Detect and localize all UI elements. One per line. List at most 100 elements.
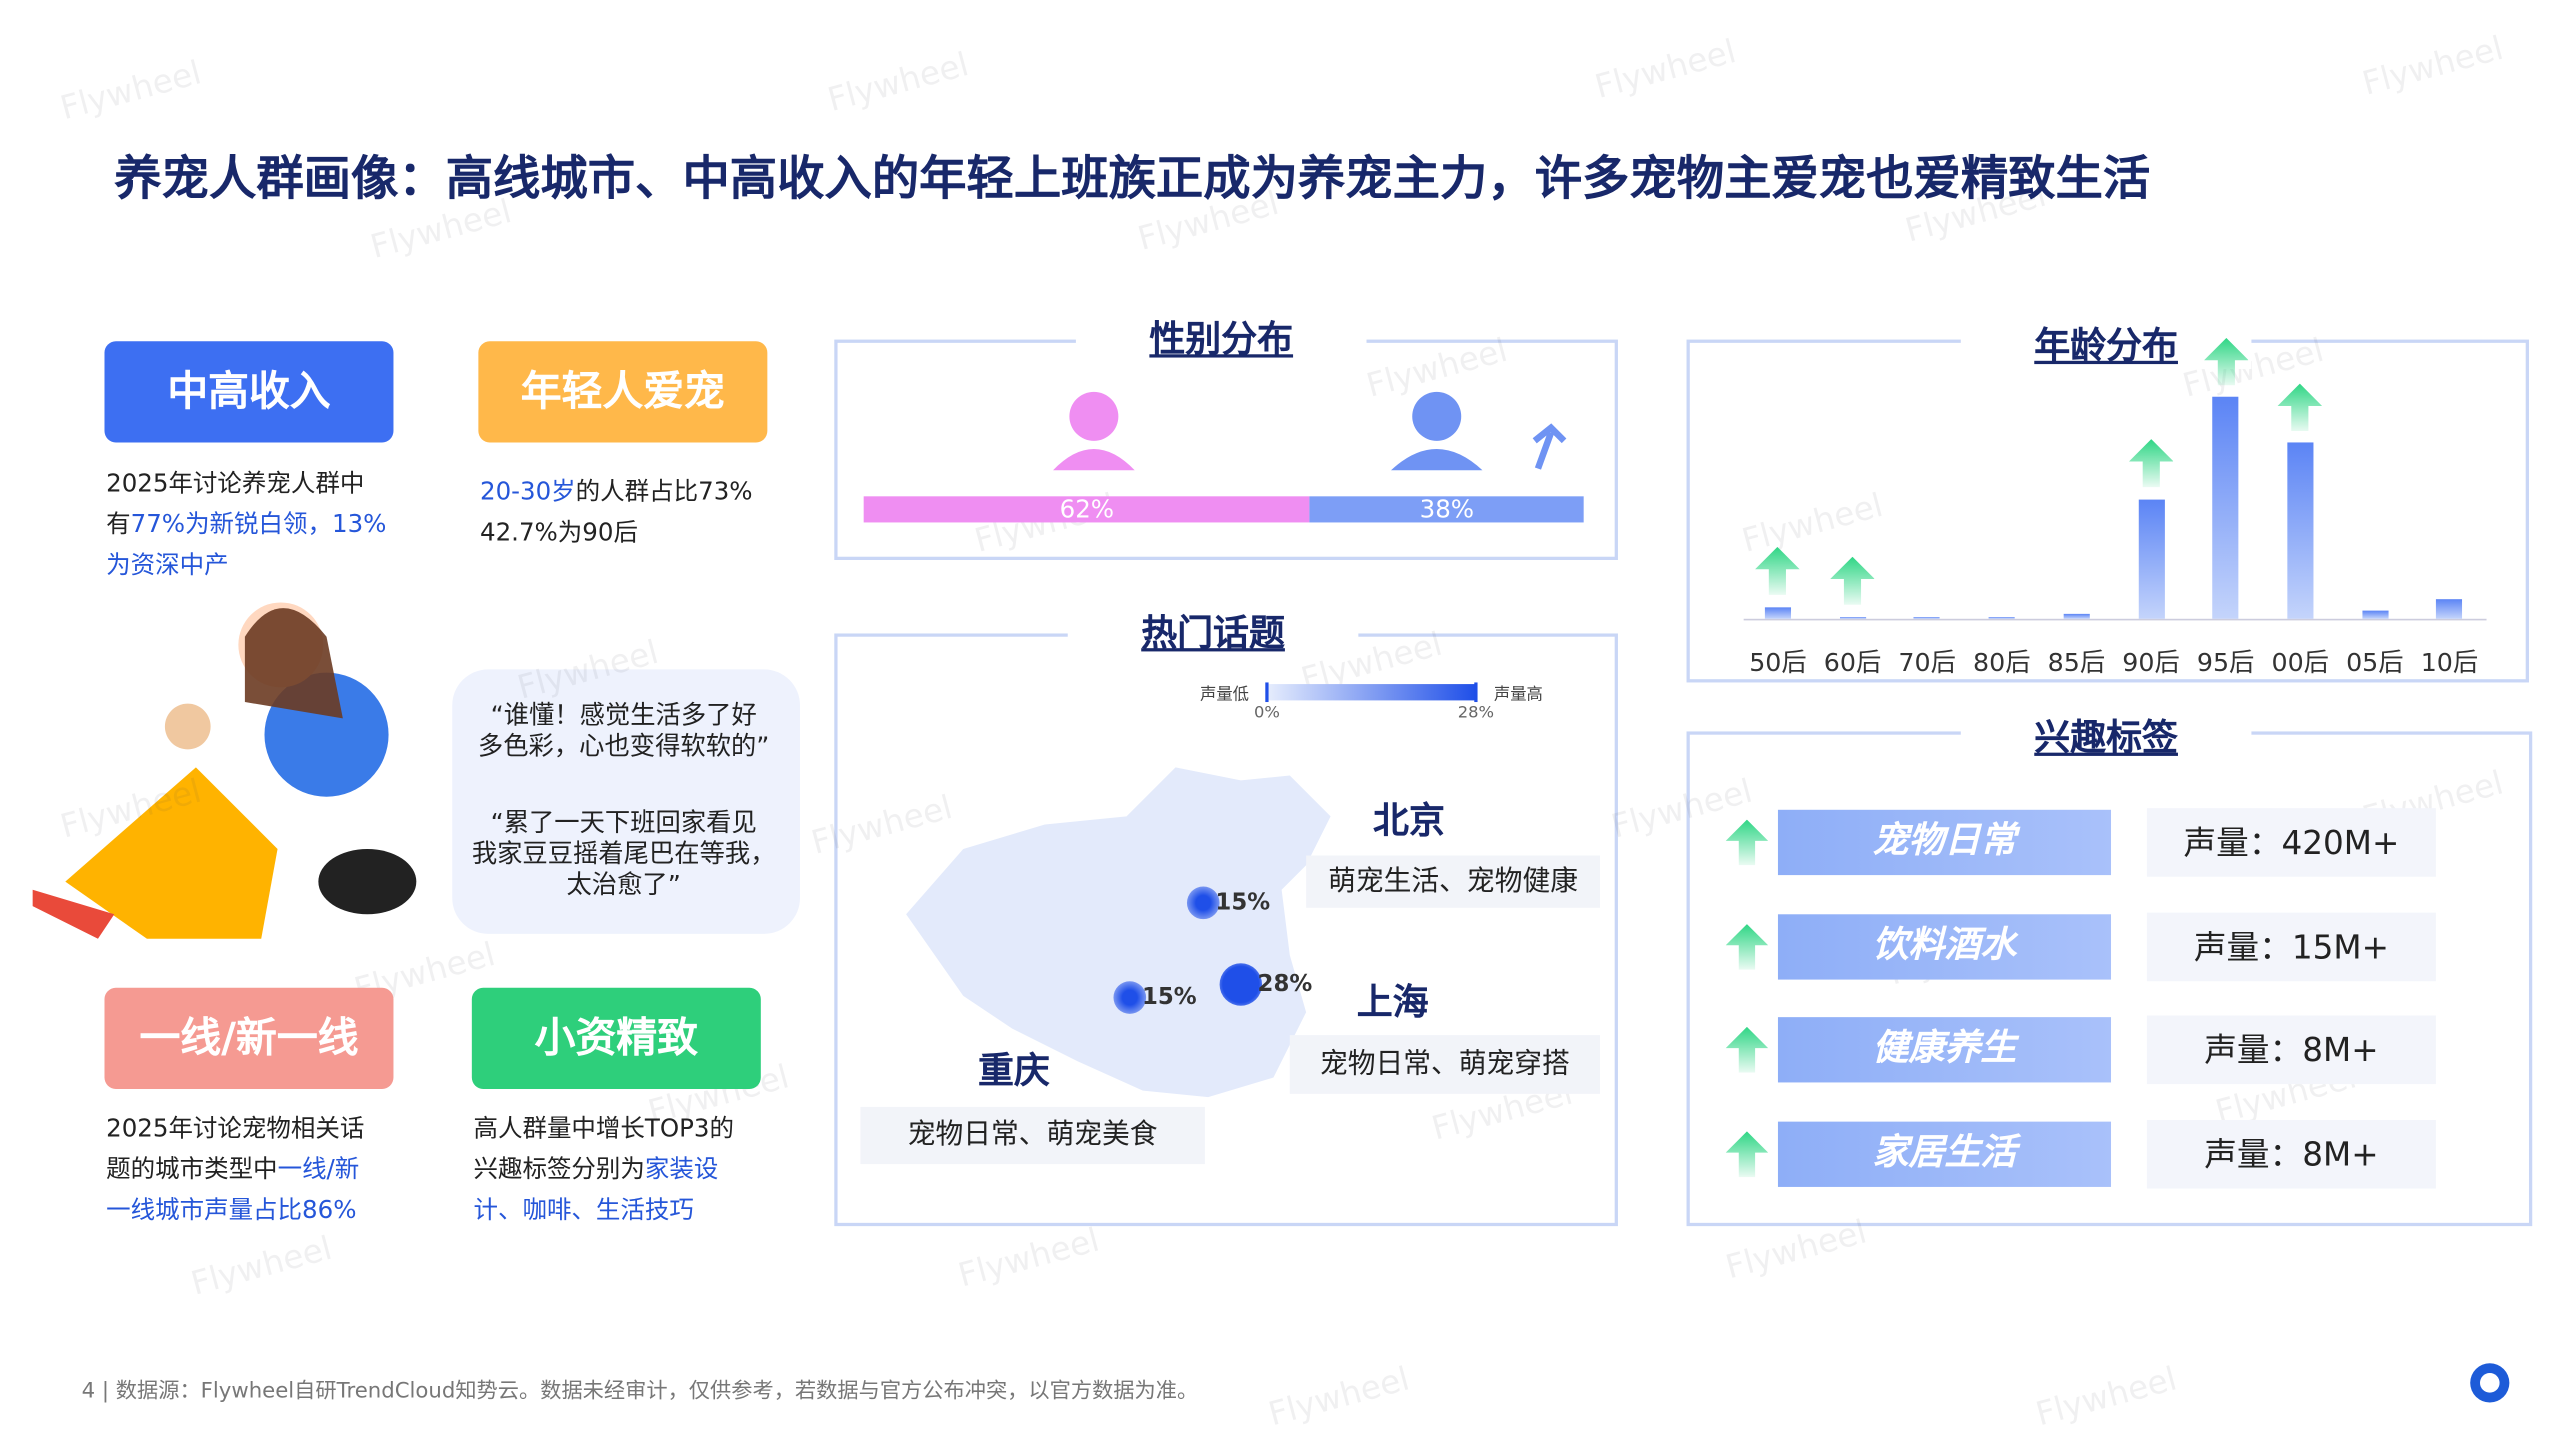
gender-bar <box>1310 496 1584 523</box>
text-run: 题的城市类型中 <box>106 1154 278 1184</box>
card-title: 年轻人爱宠 <box>478 341 768 443</box>
legend-bar <box>1266 684 1476 701</box>
card-text-line: 42.7%为90后 <box>480 514 638 548</box>
card-title: 中高收入 <box>104 341 394 443</box>
text-run: 77%为新锐白领，13% <box>130 509 387 539</box>
up-arrow <box>1830 557 1875 606</box>
up-arrow <box>1755 547 1801 596</box>
male-icon <box>1391 391 1567 471</box>
card-text-line: 2025年讨论养宠人群中 <box>106 465 364 499</box>
interest-tag: 家居生活 <box>1777 1120 2112 1187</box>
age-label: 00后 <box>2271 648 2329 678</box>
card-text-line: 为资深中产 <box>106 547 228 581</box>
age-bar <box>2436 598 2463 619</box>
china-map <box>906 767 1331 1098</box>
card-text-line: 题的城市类型中一线/新 <box>106 1151 359 1185</box>
age-bar <box>2212 397 2239 619</box>
interest-tag: 健康养生 <box>1777 1017 2112 1083</box>
age-label: 85后 <box>2047 648 2106 678</box>
card-text-line: 一线城市声量占比86% <box>106 1192 356 1226</box>
up-arrow <box>2277 382 2323 431</box>
card-text-line: 兴趣标签分别为家装设 <box>473 1151 718 1185</box>
panel-title: 兴趣标签 <box>1960 708 2252 761</box>
quote-line: “谁懂！感觉生活多了好 <box>490 700 757 730</box>
text-run: 20-30岁 <box>479 476 576 507</box>
up-arrow <box>1725 1130 1769 1177</box>
legend-tick-label: 28% <box>1457 704 1495 723</box>
legend-low: 声量低 <box>1199 686 1249 705</box>
gender-label: 38% <box>1419 494 1475 525</box>
panel-title: 年龄分布 <box>1960 316 2252 369</box>
quote-bubble <box>452 669 800 934</box>
quote-line: 我家豆豆摇着尾巴在等我， <box>471 839 776 869</box>
text-run: 高人群量中增长TOP3的 <box>473 1113 734 1143</box>
logo <box>2479 1373 2500 1393</box>
illustration <box>32 602 417 939</box>
legend-tick <box>1265 682 1269 703</box>
age-label: 05后 <box>2346 648 2404 678</box>
legend-tick <box>1474 682 1478 703</box>
panel-title: 性别分布 <box>1075 310 1367 363</box>
up-arrow <box>1725 1026 1769 1073</box>
heat-dot <box>1113 980 1147 1015</box>
quote-line: “累了一天下班回家看见 <box>490 808 757 838</box>
gender-bar <box>863 496 1311 523</box>
card-title: 一线/新一线 <box>104 987 394 1089</box>
age-label: 95后 <box>2196 648 2255 678</box>
heat-value: 28% <box>1257 971 1313 998</box>
footer: 4 | 数据源：Flywheel自研TrendCloud知势云。数据未经审计，仅… <box>81 1379 1199 1405</box>
text-run: 计、咖啡、生活技巧 <box>473 1195 694 1225</box>
card-text-line: 计、咖啡、生活技巧 <box>473 1192 693 1226</box>
age-label: 50后 <box>1749 648 1807 678</box>
text-run: 42.7%为90后 <box>479 517 638 547</box>
legend-high: 声量高 <box>1493 686 1543 705</box>
card-text-line: 有77%为新锐白领，13% <box>106 506 386 540</box>
quote-line: 太治愈了” <box>566 870 681 900</box>
panel-title: 热门话题 <box>1067 604 1359 657</box>
age-label: 90后 <box>2122 648 2180 678</box>
up-arrow <box>1725 819 1769 866</box>
card-text-line: 2025年讨论宠物相关话 <box>106 1110 364 1144</box>
heat-dot <box>1186 886 1220 920</box>
up-arrow <box>1725 923 1769 969</box>
interest-tag: 宠物日常 <box>1777 809 2112 876</box>
age-label: 70后 <box>1898 648 1956 678</box>
text-run: 兴趣标签分别为 <box>473 1154 645 1184</box>
age-axis <box>1743 618 2487 621</box>
city-name: 北京 <box>1373 801 1445 843</box>
age-bar <box>1988 617 2015 619</box>
female-icon <box>1053 391 1135 471</box>
text-run: 一线城市声量占比86% <box>106 1195 357 1225</box>
heat-value: 15% <box>1215 889 1271 916</box>
text-run: 的人群占比73% <box>575 476 753 507</box>
text-run: 有 <box>106 509 131 539</box>
city-topics: 宠物日常、萌宠穿搭 <box>1289 1035 1600 1094</box>
age-bar <box>1764 607 1792 619</box>
age-bar <box>1914 617 1941 619</box>
text-run: 2025年讨论养宠人群中 <box>106 468 365 498</box>
interest-volume: 声量：15M+ <box>2146 911 2436 981</box>
interest-tag: 饮料酒水 <box>1777 913 2112 979</box>
age-bar <box>2063 613 2090 619</box>
text-run: 家装设 <box>644 1154 719 1184</box>
age-label: 60后 <box>1823 648 1882 678</box>
age-bar <box>2287 442 2314 619</box>
text-run: 2025年讨论宠物相关话 <box>106 1113 365 1143</box>
card-text-line: 20-30岁的人群占比73% <box>480 473 753 507</box>
city-topics: 宠物日常、萌宠美食 <box>860 1106 1205 1165</box>
heat-dot <box>1219 963 1263 1006</box>
age-label: 80后 <box>1973 648 2031 678</box>
text-run: 一线/新 <box>277 1154 360 1184</box>
age-bar <box>1839 617 1866 619</box>
city-topics: 萌宠生活、宠物健康 <box>1306 855 1600 908</box>
interest-volume: 声量：8M+ <box>2146 1015 2436 1085</box>
city-name: 上海 <box>1356 982 1429 1024</box>
card-title: 小资精致 <box>471 987 761 1089</box>
up-arrow <box>2128 439 2174 488</box>
age-bar <box>2361 610 2388 619</box>
heat-value: 15% <box>1141 984 1197 1011</box>
age-bar <box>2137 499 2165 619</box>
text-run: 为资深中产 <box>106 550 229 580</box>
